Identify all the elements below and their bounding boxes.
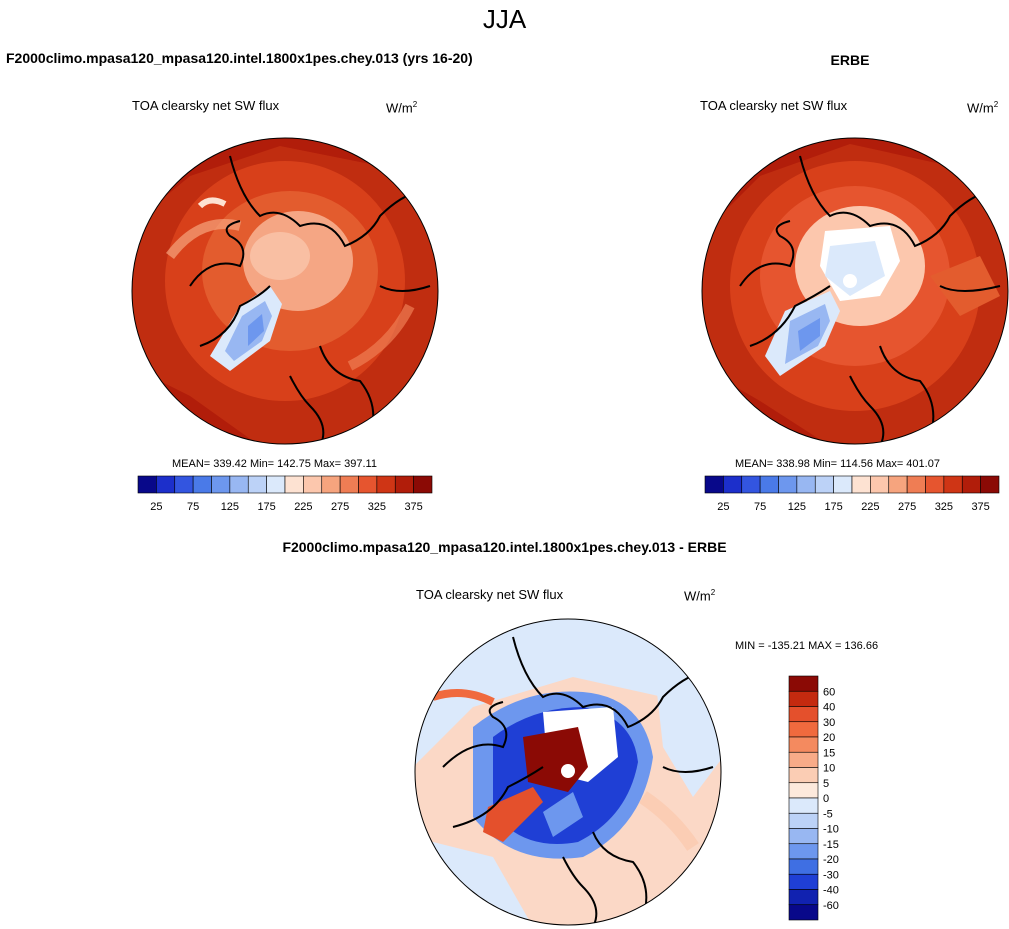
model-case-title: F2000climo.mpasa120_mpasa120.intel.1800x… <box>6 50 473 66</box>
obs-colorbar-tick: 25 <box>717 501 729 513</box>
diff-colorbar-tick: 30 <box>823 717 835 729</box>
obs-colorbar-box <box>704 475 724 494</box>
page-title: JJA <box>482 4 527 34</box>
model-colorbar-tick: 25 <box>150 501 162 513</box>
diff-colorbar-tick: 40 <box>823 702 835 714</box>
model-colorbar-box <box>358 475 378 494</box>
obs-colorbar-box <box>814 475 834 494</box>
obs-colorbar-box <box>943 475 963 494</box>
obs-colorbar-tick: 225 <box>861 501 879 513</box>
obs-colorbar-box <box>870 475 890 494</box>
obs-variable-label: TOA clearsky net SW flux <box>700 98 848 113</box>
obs-colorbar-box <box>778 475 798 494</box>
model-polar-map <box>131 137 439 445</box>
diff-colorbar-tick: -20 <box>823 854 839 866</box>
obs-colorbar-box <box>741 475 761 494</box>
model-colorbar-tick: 75 <box>187 501 199 513</box>
diff-colorbar-tick: 60 <box>823 686 835 698</box>
model-colorbar-box <box>394 475 414 494</box>
diff-colorbar-box <box>788 797 819 814</box>
model-colorbar-box <box>192 475 212 494</box>
model-variable-label: TOA clearsky net SW flux <box>132 98 280 113</box>
model-colorbar-tick: 225 <box>294 501 312 513</box>
obs-colorbar-box <box>980 475 1000 494</box>
obs-colorbar-box <box>888 475 908 494</box>
model-colorbar-box <box>376 475 396 494</box>
diff-colorbar-box <box>788 889 819 906</box>
obs-colorbar-box <box>925 475 945 494</box>
model-colorbar-tick: 375 <box>404 501 422 513</box>
model-colorbar-box <box>303 475 323 494</box>
model-colorbar-box <box>339 475 359 494</box>
obs-units: W/m2 <box>967 100 999 116</box>
obs-colorbar-box <box>759 475 779 494</box>
obs-colorbar: 25 75 125 175 225 275 325 375 <box>704 475 1000 513</box>
diff-colorbar: 60 40 30 20 15 10 5 0 -5 -10 -15 -20 -30 -40 -60 <box>788 675 839 921</box>
diff-colorbar-tick: 5 <box>823 778 829 790</box>
obs-colorbar-tick: 75 <box>754 501 766 513</box>
obs-colorbar-tick: 375 <box>971 501 989 513</box>
obs-colorbar-box <box>906 475 926 494</box>
diff-colorbar-box <box>788 858 819 875</box>
model-colorbar-tick: 325 <box>368 501 386 513</box>
model-colorbar-tick: 125 <box>221 501 239 513</box>
obs-case-title: ERBE <box>830 52 870 68</box>
obs-polar-map <box>701 137 1009 445</box>
obs-colorbar-tick: 275 <box>898 501 916 513</box>
diff-colorbar-tick: 15 <box>823 747 835 759</box>
model-colorbar-box <box>174 475 194 494</box>
obs-colorbar-box <box>723 475 743 494</box>
model-colorbar-box <box>266 475 286 494</box>
diff-colorbar-box <box>788 873 819 890</box>
diff-colorbar-box <box>788 812 819 829</box>
obs-colorbar-box <box>851 475 871 494</box>
diff-colorbar-tick: -10 <box>823 824 839 836</box>
diff-colorbar-tick: -60 <box>823 900 839 912</box>
diff-units: W/m2 <box>684 588 716 604</box>
diff-colorbar-tick: 10 <box>823 763 835 775</box>
diff-colorbar-tick: -15 <box>823 839 839 851</box>
model-colorbar-box <box>156 475 176 494</box>
diff-stats: MIN = -135.21 MAX = 136.66 <box>735 640 879 652</box>
diff-colorbar-box <box>788 721 819 738</box>
model-colorbar-box <box>137 475 157 494</box>
obs-colorbar-tick: 125 <box>788 501 806 513</box>
obs-colorbar-tick: 175 <box>824 501 842 513</box>
diff-colorbar-tick: -30 <box>823 869 839 881</box>
model-colorbar-box <box>229 475 249 494</box>
model-colorbar-box <box>321 475 341 494</box>
obs-colorbar-box <box>961 475 981 494</box>
model-colorbar-tick: 175 <box>257 501 275 513</box>
model-colorbar: 25 75 125 175 225 275 325 375 <box>137 475 433 513</box>
diff-colorbar-box <box>788 675 819 692</box>
model-colorbar-box <box>247 475 267 494</box>
obs-colorbar-box <box>833 475 853 494</box>
diff-colorbar-tick: 20 <box>823 732 835 744</box>
diff-colorbar-box <box>788 736 819 753</box>
obs-stats: MEAN= 338.98 Min= 114.56 Max= 401.07 <box>735 458 940 470</box>
model-colorbar-box <box>211 475 231 494</box>
diff-case-title: F2000climo.mpasa120_mpasa120.intel.1800x… <box>282 539 727 555</box>
diff-colorbar-box <box>788 828 819 845</box>
diff-colorbar-tick: 0 <box>823 793 829 805</box>
model-units: W/m2 <box>386 100 418 116</box>
model-colorbar-tick: 275 <box>331 501 349 513</box>
diff-colorbar-box <box>788 904 819 921</box>
diff-colorbar-box <box>788 690 819 707</box>
model-colorbar-box <box>284 475 304 494</box>
diff-colorbar-box <box>788 843 819 860</box>
diff-colorbar-box <box>788 751 819 768</box>
diff-colorbar-box <box>788 782 819 799</box>
diff-colorbar-box <box>788 706 819 723</box>
model-stats: MEAN= 339.42 Min= 142.75 Max= 397.11 <box>172 458 377 470</box>
obs-colorbar-box <box>796 475 816 494</box>
diff-polar-map <box>414 618 722 926</box>
diff-colorbar-tick: -40 <box>823 885 839 897</box>
diff-colorbar-tick: -5 <box>823 808 833 820</box>
model-colorbar-box <box>413 475 433 494</box>
diff-variable-label: TOA clearsky net SW flux <box>416 587 564 602</box>
obs-colorbar-tick: 325 <box>935 501 953 513</box>
diff-colorbar-box <box>788 767 819 784</box>
